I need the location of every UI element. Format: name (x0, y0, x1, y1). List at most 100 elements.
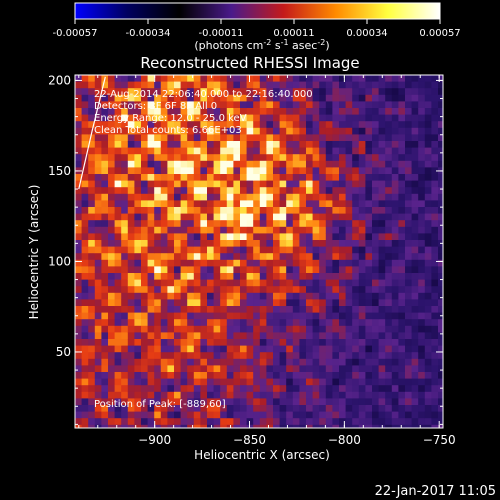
heatmap-cell (418, 167, 426, 175)
heatmap-cell (134, 114, 142, 122)
heatmap-cell (279, 220, 287, 228)
heatmap-cell (332, 154, 340, 162)
heatmap-cell (101, 286, 109, 294)
heatmap-cell (405, 81, 412, 89)
heatmap-cell (193, 398, 201, 406)
heatmap-cell (141, 372, 148, 379)
heatmap-cell (319, 339, 327, 346)
heatmap-cell (385, 385, 393, 393)
heatmap-cell (114, 365, 122, 373)
heatmap-cell (154, 213, 162, 221)
heatmap-cell (358, 81, 366, 89)
heatmap-cell (200, 286, 208, 294)
heatmap-cell (193, 345, 201, 353)
heatmap-cell (220, 101, 228, 109)
heatmap-cell (220, 154, 228, 162)
heatmap-cell (411, 220, 419, 228)
heatmap-cell (141, 398, 148, 406)
heatmap-cell (114, 292, 122, 300)
heatmap-cell (220, 259, 228, 267)
heatmap-cell (378, 299, 386, 307)
heatmap-cell (378, 292, 386, 300)
heatmap-cell (213, 213, 221, 221)
heatmap-cell (398, 94, 406, 102)
heatmap-cell (411, 160, 419, 168)
heatmap-cell (253, 160, 261, 168)
heatmap-cell (411, 299, 419, 307)
heatmap-cell (114, 385, 122, 393)
heatmap-cell (101, 424, 109, 428)
heatmap-cell (240, 160, 247, 168)
heatmap-cell (253, 154, 261, 162)
heatmap-cell (121, 240, 129, 247)
heatmap-cell (240, 391, 247, 399)
heatmap-cell (94, 266, 102, 274)
heatmap-cell (75, 147, 82, 155)
heatmap-cell (233, 220, 241, 228)
heatmap-cell (160, 312, 168, 320)
heatmap-cell (167, 385, 175, 393)
heatmap-cell (378, 207, 386, 214)
heatmap-cell (273, 94, 280, 102)
heatmap-cell (75, 292, 82, 300)
heatmap-cell (339, 279, 346, 287)
heatmap-cell (306, 378, 313, 386)
heatmap-cell (88, 398, 96, 406)
heatmap-cell (81, 226, 89, 234)
heatmap-cell (207, 339, 214, 346)
heatmap-cell (325, 325, 333, 333)
heatmap-cell (398, 319, 406, 327)
heatmap-cell (259, 418, 267, 426)
heatmap-cell (75, 385, 82, 393)
heatmap-cell (259, 299, 267, 307)
heatmap-cell (306, 391, 313, 399)
heatmap-cell (180, 378, 188, 386)
heatmap-cell (187, 114, 195, 122)
heatmap-cell (88, 193, 96, 201)
heatmap-cell (438, 108, 443, 115)
heatmap-cell (345, 101, 353, 109)
heatmap-cell (193, 141, 201, 148)
heatmap-cell (266, 200, 274, 208)
heatmap-cell (180, 207, 188, 214)
heatmap-cell (134, 352, 142, 360)
heatmap-cell (266, 259, 274, 267)
heatmap-cell (405, 187, 412, 195)
heatmap-cell (418, 180, 426, 188)
heatmap-cell (114, 240, 122, 247)
heatmap-cell (127, 385, 135, 393)
heatmap-cell (233, 114, 241, 122)
heatmap-cell (108, 141, 115, 148)
heatmap-cell (286, 266, 294, 274)
heatmap-cell (273, 127, 280, 135)
heatmap-cell (174, 101, 181, 109)
heatmap-cell (398, 114, 406, 122)
heatmap-cell (273, 81, 280, 89)
heatmap-cell (240, 306, 247, 313)
heatmap-cell (134, 160, 142, 168)
heatmap-cell (391, 358, 399, 366)
heatmap-cell (147, 411, 155, 419)
heatmap-cell (358, 193, 366, 201)
heatmap-cell (253, 101, 261, 109)
heatmap-cell (121, 233, 129, 241)
heatmap-cell (127, 299, 135, 307)
heatmap-cell (339, 88, 346, 96)
heatmap-cell (147, 127, 155, 135)
heatmap-cell (385, 266, 393, 274)
heatmap-cell (424, 253, 432, 261)
heatmap-cell (180, 187, 188, 195)
heatmap-cell (273, 273, 280, 280)
heatmap-cell (200, 154, 208, 162)
heatmap-cell (372, 207, 379, 214)
heatmap-cell (325, 101, 333, 109)
heatmap-cell (154, 352, 162, 360)
heatmap-cell (200, 266, 208, 274)
heatmap-cell (108, 266, 115, 274)
heatmap-cell (180, 319, 188, 327)
heatmap-cell (405, 339, 412, 346)
heatmap-cell (273, 319, 280, 327)
heatmap-cell (114, 226, 122, 234)
heatmap-cell (108, 253, 115, 261)
heatmap-cell (398, 180, 406, 188)
